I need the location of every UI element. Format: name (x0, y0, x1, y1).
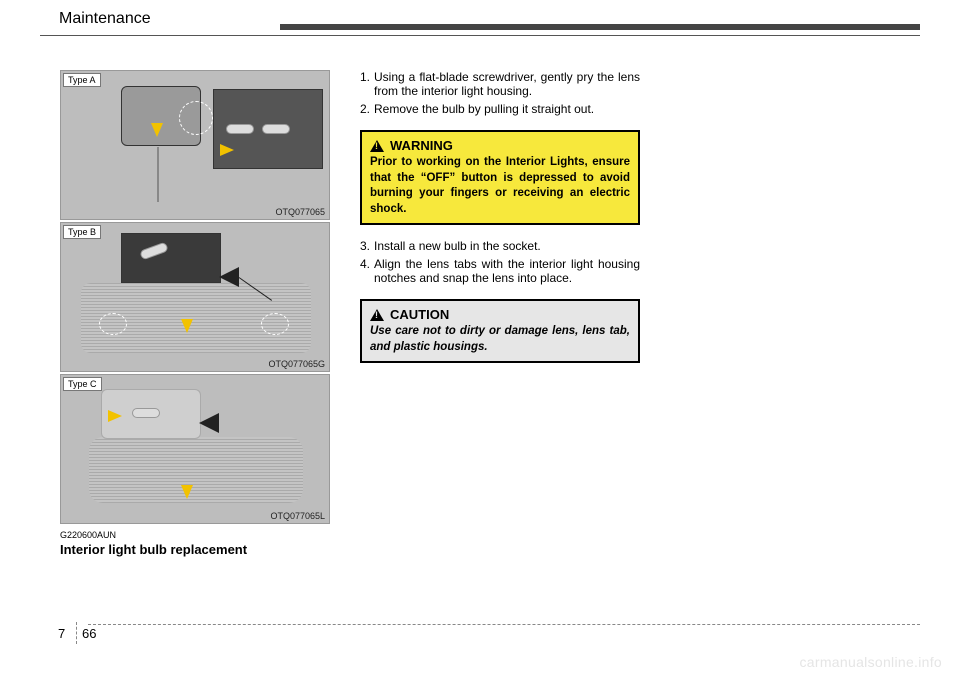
bulb-icon (262, 124, 290, 134)
footer-divider (76, 622, 77, 644)
type-label: Type B (63, 225, 101, 239)
caution-head-text: CAUTION (390, 307, 449, 322)
watermark: carmanualsonline.info (800, 654, 943, 670)
figure-code: OTQ077065G (268, 359, 325, 369)
inset-panel (213, 89, 323, 169)
bulb-icon (226, 124, 254, 134)
figures-column: Type A OTQ077065 Type B (60, 70, 330, 557)
callout-icon (219, 267, 239, 287)
page-footer: 7 66 (40, 624, 920, 644)
manual-page: Maintenance Type A OTQ077065 Type B (40, 10, 920, 650)
header-thick-rule (280, 24, 920, 30)
figure-code: OTQ077065 (275, 207, 325, 217)
pole (157, 147, 159, 202)
figure-type-c: Type C OTQ077065L (60, 374, 330, 524)
step-number: 1. (360, 70, 374, 98)
bulb-icon (132, 408, 160, 418)
step-text: Using a flat-blade screwdriver, gently p… (374, 70, 640, 98)
caution-box: CAUTION Use care not to dirty or damage … (360, 299, 640, 363)
warning-icon (370, 140, 384, 152)
arrow-icon (151, 123, 163, 137)
step-number: 3. (360, 239, 374, 253)
figure-code: OTQ077065L (270, 511, 325, 521)
step-1: 1. Using a flat-blade screwdriver, gentl… (360, 70, 640, 98)
section-title: Maintenance (55, 10, 155, 28)
caution-body: Use care not to dirty or damage lens, le… (370, 324, 630, 355)
highlight-circle (261, 313, 289, 335)
highlight-circle (99, 313, 127, 335)
arrow-icon (181, 485, 193, 499)
bulb-icon (139, 242, 169, 261)
step-number: 4. (360, 257, 374, 285)
arrow-icon (108, 410, 122, 422)
chapter-number: 7 (58, 626, 65, 641)
warning-body: Prior to working on the Interior Lights,… (370, 155, 630, 217)
inset-panel (101, 389, 201, 439)
figure-type-a: Type A OTQ077065 (60, 70, 330, 220)
arrow-icon (181, 319, 193, 333)
highlight-circle (179, 101, 213, 135)
header-bar: Maintenance (40, 10, 920, 36)
type-label: Type A (63, 73, 101, 87)
page-number: 66 (82, 626, 96, 641)
type-label: Type C (63, 377, 102, 391)
step-3: 3. Install a new bulb in the socket. (360, 239, 640, 253)
step-text: Remove the bulb by pulling it straight o… (374, 102, 640, 116)
step-text: Install a new bulb in the socket. (374, 239, 640, 253)
warning-heading: WARNING (370, 138, 630, 153)
inset-panel (121, 233, 221, 283)
caution-icon (370, 309, 384, 321)
figure-type-b: Type B OTQ077065G (60, 222, 330, 372)
step-2: 2. Remove the bulb by pulling it straigh… (360, 102, 640, 116)
warning-box: WARNING Prior to working on the Interior… (360, 130, 640, 225)
text-column: 1. Using a flat-blade screwdriver, gentl… (360, 70, 640, 377)
step-text: Align the lens tabs with the interior li… (374, 257, 640, 285)
callout-icon (199, 413, 219, 433)
step-4: 4. Align the lens tabs with the interior… (360, 257, 640, 285)
warning-head-text: WARNING (390, 138, 453, 153)
caption-code: G220600AUN (60, 530, 330, 540)
step-number: 2. (360, 102, 374, 116)
lamp-housing (89, 437, 303, 503)
arrow-icon (220, 144, 234, 156)
caution-heading: CAUTION (370, 307, 630, 322)
footer-rule (88, 624, 920, 625)
caption-title: Interior light bulb replacement (60, 542, 330, 557)
